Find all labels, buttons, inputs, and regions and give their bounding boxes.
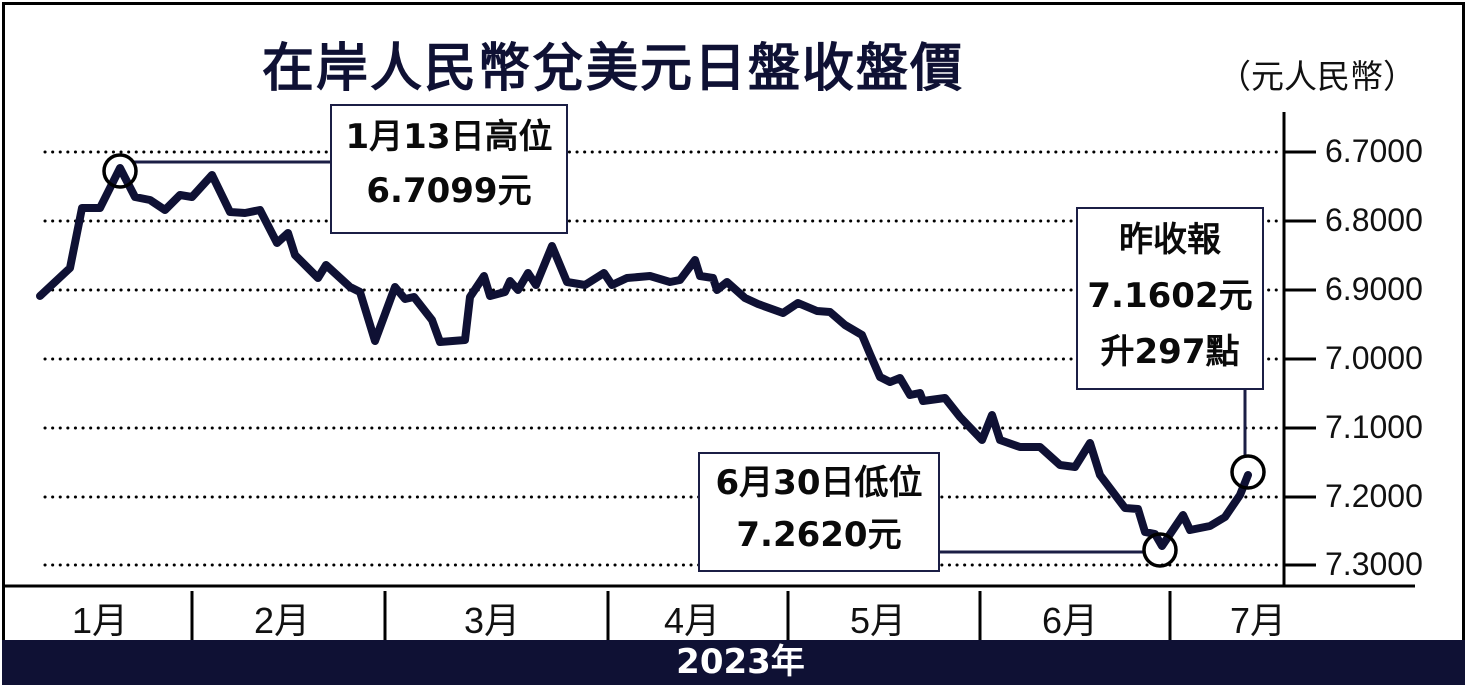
- callout-latest-change: 升297點: [1100, 332, 1240, 372]
- y-tick-label: 7.0000: [1325, 340, 1423, 376]
- callout-high-date: 1月13日高位: [345, 117, 553, 157]
- callout-latest-label: 昨收報: [1119, 220, 1221, 260]
- latest-marker: [1230, 454, 1266, 490]
- callout-low-value: 7.2620元: [736, 515, 902, 555]
- y-tick-label: 6.9000: [1325, 271, 1423, 307]
- chart-title: 在岸人民幣兌美元日盤收盤價: [262, 39, 965, 99]
- callout-latest: 昨收報 7.1602元 升297點: [1076, 207, 1264, 390]
- callout-low-date: 6月30日低位: [715, 463, 923, 503]
- y-tick-label: 7.2000: [1325, 478, 1423, 514]
- high-marker: [102, 153, 138, 189]
- gridlines: [43, 150, 1284, 567]
- callout-high-value: 6.7099元: [366, 171, 532, 211]
- x-tick-feb: 2月: [253, 600, 311, 641]
- x-tick-may: 5月: [849, 600, 907, 641]
- y-axis-unit-label: （元人民幣）: [1218, 57, 1416, 96]
- markers: [102, 153, 1266, 568]
- y-axis: [1282, 112, 1316, 586]
- callout-high: 1月13日高位 6.7099元: [330, 104, 568, 234]
- price-line: [36, 164, 1252, 550]
- leader-lines: [134, 160, 1247, 554]
- x-tick-jul: 7月: [1229, 600, 1287, 641]
- x-tick-jun: 6月: [1041, 600, 1099, 641]
- low-marker: [1142, 532, 1178, 568]
- x-tick-jan: 1月: [71, 600, 129, 641]
- x-tick-mar: 3月: [463, 600, 521, 641]
- y-tick-label: 6.7000: [1325, 133, 1423, 169]
- callout-low: 6月30日低位 7.2620元: [698, 452, 940, 572]
- year-label: 2023年: [676, 642, 805, 682]
- x-tick-apr: 4月: [663, 600, 721, 641]
- y-tick-label: 7.3000: [1325, 546, 1423, 582]
- footer-bar: [2, 640, 1465, 685]
- callout-latest-value: 7.1602元: [1087, 276, 1253, 316]
- y-tick-label: 7.1000: [1325, 409, 1423, 445]
- y-tick-label: 6.8000: [1325, 202, 1423, 238]
